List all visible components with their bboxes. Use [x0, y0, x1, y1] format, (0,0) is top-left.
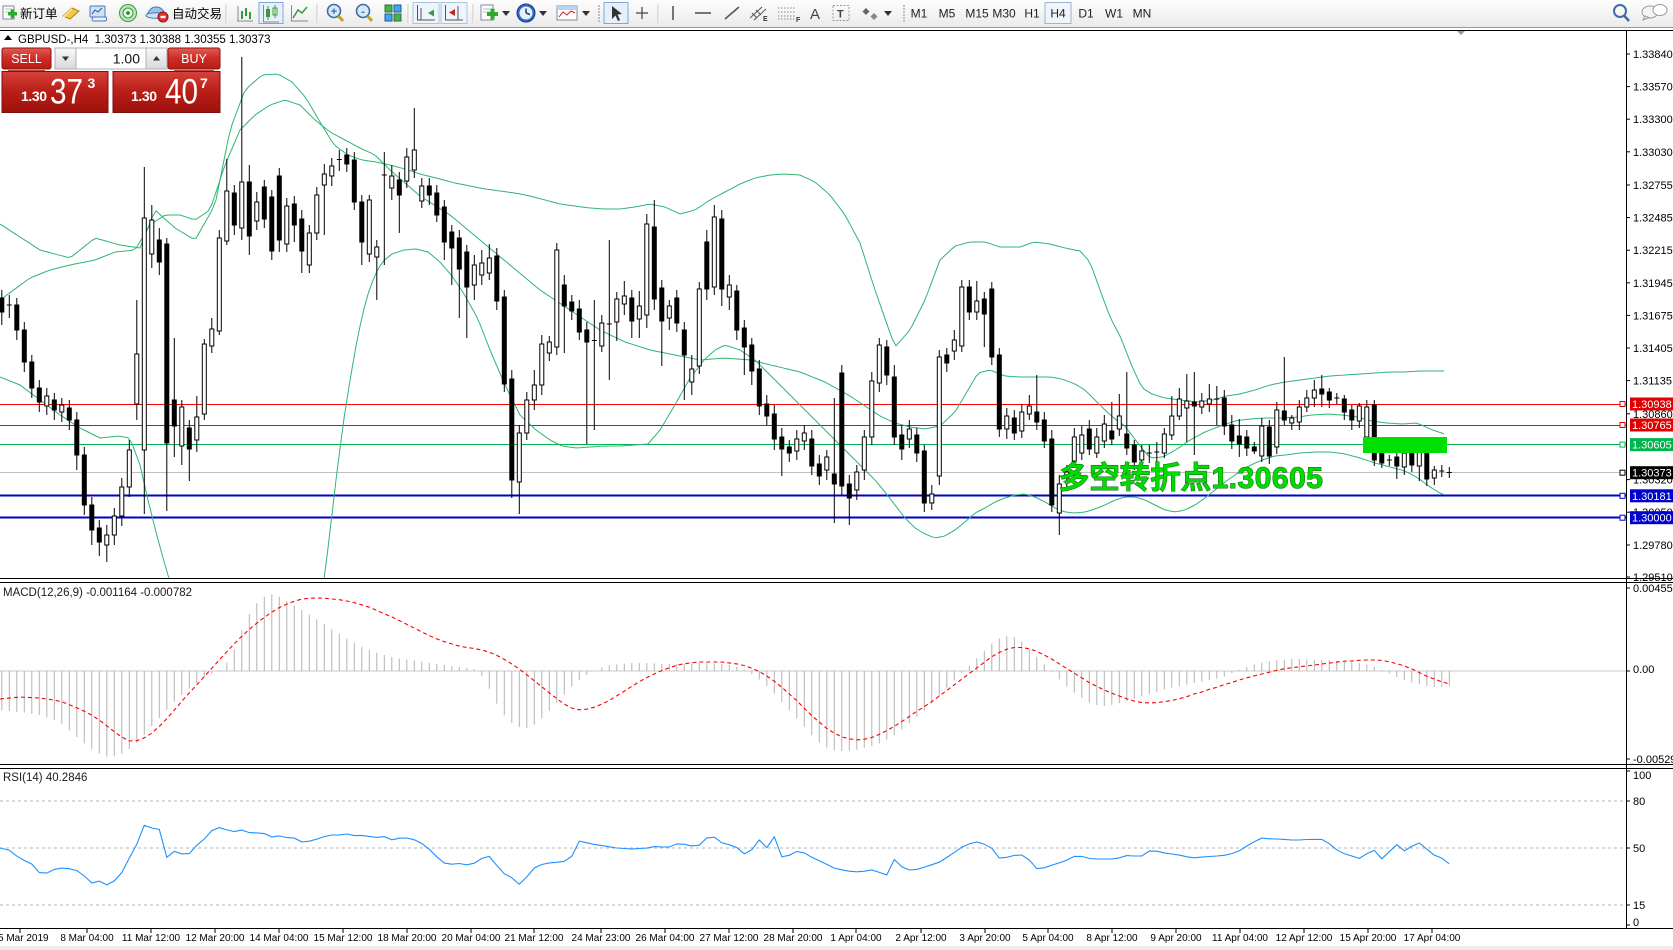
svg-text:24 Mar 23:00: 24 Mar 23:00 [572, 933, 631, 944]
svg-text:5 Apr 04:00: 5 Apr 04:00 [1022, 933, 1074, 944]
svg-text:1.32215: 1.32215 [1633, 245, 1673, 257]
svg-text:50: 50 [1633, 843, 1645, 855]
svg-text:+: + [331, 6, 337, 18]
svg-text:-: - [361, 6, 365, 18]
svg-text:28 Mar 20:00: 28 Mar 20:00 [764, 933, 823, 944]
svg-text:1.31405: 1.31405 [1633, 343, 1673, 355]
svg-text:A: A [810, 6, 820, 23]
svg-text:0.004551: 0.004551 [1633, 583, 1673, 595]
svg-text:11 Apr 04:00: 11 Apr 04:00 [1212, 933, 1268, 944]
svg-text:W1: W1 [1105, 7, 1123, 21]
svg-text:12 Apr 12:00: 12 Apr 12:00 [1276, 933, 1333, 944]
svg-text:80: 80 [1633, 796, 1645, 808]
svg-text:3 Apr 20:00: 3 Apr 20:00 [959, 933, 1011, 944]
svg-text:1.30000: 1.30000 [1632, 513, 1672, 525]
svg-text:15 Mar 12:00: 15 Mar 12:00 [314, 933, 373, 944]
svg-text:M30: M30 [992, 7, 1016, 21]
svg-text:1.30938: 1.30938 [1632, 399, 1672, 411]
svg-text:5 Mar 2019: 5 Mar 2019 [0, 933, 49, 944]
svg-text:12 Mar 20:00: 12 Mar 20:00 [186, 933, 245, 944]
svg-text:BUY: BUY [181, 52, 207, 66]
svg-text:7: 7 [200, 75, 208, 91]
svg-text:GBPUSD-,H4 1.30373 1.30388 1.: GBPUSD-,H4 1.30373 1.30388 1.30355 1.303… [18, 34, 271, 46]
svg-text:40: 40 [165, 73, 198, 112]
svg-text:1.30765: 1.30765 [1632, 420, 1672, 432]
svg-text:2 Apr 12:00: 2 Apr 12:00 [895, 933, 947, 944]
svg-text:多空转折点1.30605: 多空转折点1.30605 [1059, 462, 1323, 495]
svg-text:自动交易: 自动交易 [172, 6, 222, 21]
svg-text:1.33840: 1.33840 [1633, 49, 1673, 61]
svg-text:1.33030: 1.33030 [1633, 147, 1673, 159]
svg-text:20 Mar 04:00: 20 Mar 04:00 [442, 933, 501, 944]
svg-text:1.30860: 1.30860 [1633, 409, 1673, 421]
svg-text:-0.005295: -0.005295 [1633, 754, 1673, 766]
svg-text:11 Mar 12:00: 11 Mar 12:00 [122, 933, 181, 944]
svg-text:MACD(12,26,9) -0.001164 -0.000: MACD(12,26,9) -0.001164 -0.000782 [3, 587, 192, 599]
svg-text:F: F [796, 17, 801, 24]
svg-text:MN: MN [1133, 7, 1152, 21]
svg-text:T: T [837, 9, 844, 21]
svg-text:1.31135: 1.31135 [1633, 376, 1672, 388]
svg-text:1.32485: 1.32485 [1633, 213, 1673, 225]
svg-text:E: E [763, 16, 768, 23]
svg-text:1.29510: 1.29510 [1633, 572, 1673, 584]
svg-text:15 Apr 20:00: 15 Apr 20:00 [1340, 933, 1397, 944]
svg-text:0.00: 0.00 [1633, 664, 1654, 676]
svg-text:1.30373: 1.30373 [1632, 468, 1672, 480]
svg-text:21 Mar 12:00: 21 Mar 12:00 [505, 933, 564, 944]
svg-text:3: 3 [88, 75, 96, 91]
svg-text:8 Apr 12:00: 8 Apr 12:00 [1086, 933, 1138, 944]
svg-text:1.33300: 1.33300 [1633, 114, 1673, 126]
svg-text:26 Mar 04:00: 26 Mar 04:00 [636, 933, 695, 944]
svg-text:17 Apr 04:00: 17 Apr 04:00 [1404, 933, 1461, 944]
svg-text:1.29780: 1.29780 [1633, 540, 1673, 552]
svg-text:1.30: 1.30 [21, 88, 47, 104]
svg-text:15: 15 [1633, 900, 1645, 912]
svg-text:H1: H1 [1024, 7, 1040, 21]
svg-text:M5: M5 [939, 7, 956, 21]
svg-text:1.32755: 1.32755 [1633, 180, 1673, 192]
svg-text:H4: H4 [1050, 7, 1066, 21]
svg-text:1.31945: 1.31945 [1633, 278, 1673, 290]
svg-text:27 Mar 12:00: 27 Mar 12:00 [700, 933, 759, 944]
svg-text:37: 37 [50, 73, 83, 112]
svg-text:9 Apr 20:00: 9 Apr 20:00 [1150, 933, 1202, 944]
svg-text:1.30181: 1.30181 [1632, 491, 1672, 503]
svg-text:1.31675: 1.31675 [1633, 310, 1673, 322]
svg-text:1 Apr 04:00: 1 Apr 04:00 [830, 933, 882, 944]
svg-text:M1: M1 [911, 7, 928, 21]
svg-text:1.00: 1.00 [113, 51, 140, 67]
svg-text:新订单: 新订单 [20, 6, 58, 21]
svg-text:8 Mar 04:00: 8 Mar 04:00 [60, 933, 114, 944]
svg-text:RSI(14) 40.2846: RSI(14) 40.2846 [3, 772, 87, 784]
svg-text:SELL: SELL [11, 52, 42, 66]
svg-text:1.30: 1.30 [131, 88, 157, 104]
svg-text:D1: D1 [1078, 7, 1094, 21]
svg-text:0: 0 [1633, 917, 1639, 929]
svg-text:M15: M15 [965, 7, 989, 21]
svg-text:1.33570: 1.33570 [1633, 82, 1673, 94]
svg-text:18 Mar 20:00: 18 Mar 20:00 [378, 933, 437, 944]
svg-text:100: 100 [1633, 770, 1651, 782]
svg-text:1.30605: 1.30605 [1632, 440, 1672, 452]
svg-text:14 Mar 04:00: 14 Mar 04:00 [250, 933, 309, 944]
